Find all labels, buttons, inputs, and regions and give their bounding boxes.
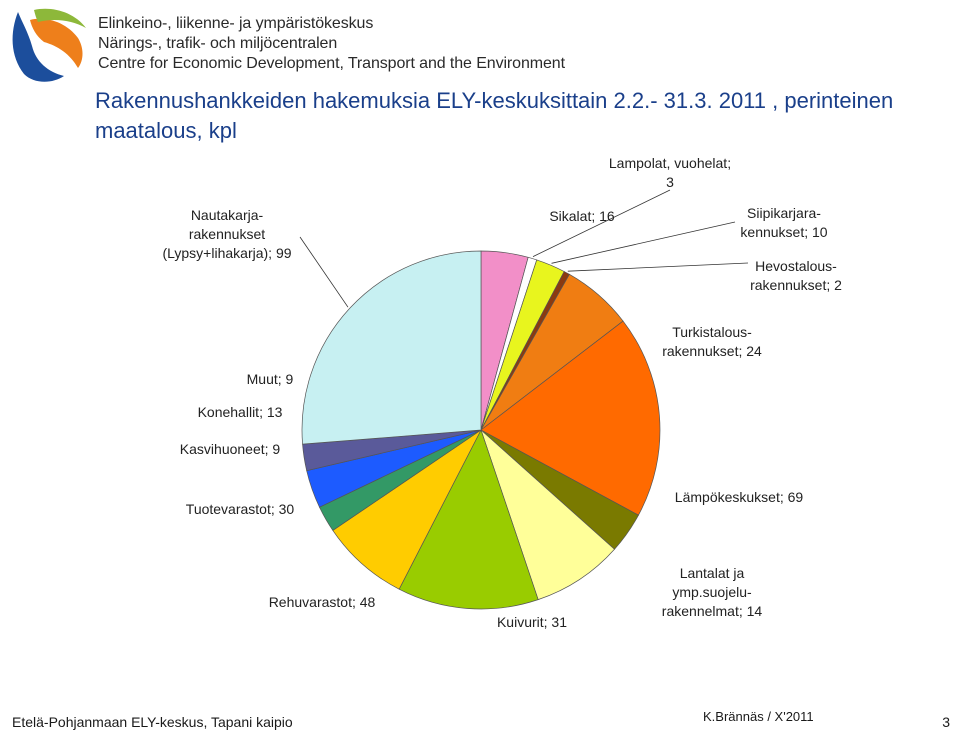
ely-logo — [12, 8, 86, 82]
leader-line-nautakarjarakennukset-lypsy-lihakarja — [299, 236, 349, 308]
slide-title: Rakennushankkeiden hakemuksia ELY-keskuk… — [95, 86, 960, 146]
pie-slice-nautakarjarakennukset-lypsy-lihakarja — [301, 250, 482, 445]
logo-green-shape — [34, 8, 86, 29]
org-name-finnish: Elinkeino-, liikenne- ja ympäristökeskus — [98, 15, 374, 32]
pie-slice-rehuvarastot — [398, 429, 539, 610]
slice-label-lampokeskukset: Lämpökeskukset; 69 — [675, 489, 804, 505]
pie-slices — [301, 250, 661, 610]
slice-label-lantalat-ja-ymp-suojelurakennelmat: Lantalat ja ymp.suojelu-rakennelmat; 14 — [662, 565, 763, 619]
slice-label-nautakarjarakennukset-lypsy-lihakarja: Nautakarja-rakennukset (Lypsy+lihakarja);… — [162, 207, 291, 261]
slice-label-tuotevarastot: Tuotevarastot; 30 — [186, 501, 295, 517]
logo-orange-shape — [30, 18, 83, 68]
pie-slice-tuotevarastot — [332, 429, 482, 590]
slice-label-siipikarjarakennukset: Siipikarjara-kennukset; 10 — [740, 205, 827, 240]
page-number: 3 — [942, 714, 950, 730]
footer-author: Etelä-Pohjanmaan ELY-keskus, Tapani kaip… — [12, 714, 293, 730]
slice-label-kuivurit: Kuivurit; 31 — [497, 614, 567, 630]
org-name-swedish: Närings-, trafik- och miljöcentralen — [98, 35, 338, 52]
slice-label-sikalat: Sikalat; 16 — [549, 208, 615, 224]
slice-label-lampolat-vuohelat: Lampolat, vuohelat; 3 — [609, 155, 731, 190]
org-name-english: Centre for Economic Development, Transpo… — [98, 55, 565, 72]
slice-labels: Sikalat; 16 Lampolat, vuohelat; 3 Siipikarj… — [162, 155, 842, 630]
slice-label-muut: Muut; 9 — [247, 371, 294, 387]
slice-label-turkistalousrakennukset: Turkistalous-rakennukset; 24 — [662, 324, 762, 359]
slide-title-line-1: Rakennushankkeiden hakemuksia ELY-keskuk… — [95, 88, 894, 113]
leader-lines — [299, 189, 749, 308]
slice-label-rehuvarastot: Rehuvarastot; 48 — [269, 594, 376, 610]
slide-title-line-2: maatalous, kpl — [95, 118, 237, 143]
slice-label-kasvihuoneet: Kasvihuoneet; 9 — [180, 441, 281, 457]
leader-line-siipikarjarakennukset — [551, 221, 736, 264]
footer-credit: K.Brännäs / X'2011 — [703, 709, 814, 724]
leader-line-lampolat-vuohelat — [532, 189, 671, 257]
pie-slice-kuivurit — [480, 428, 615, 601]
logo-blue-shape — [12, 12, 64, 82]
slice-label-hevostalousrakennukset: Hevostalous-rakennukset; 2 — [750, 258, 842, 293]
slice-label-konehallit: Konehallit; 13 — [198, 404, 283, 420]
leader-line-hevostalousrakennukset — [567, 262, 749, 272]
organization-name: Elinkeino-, liikenne- ja ympäristökeskus… — [98, 14, 565, 74]
pie-slice-lampokeskukset — [480, 320, 661, 516]
